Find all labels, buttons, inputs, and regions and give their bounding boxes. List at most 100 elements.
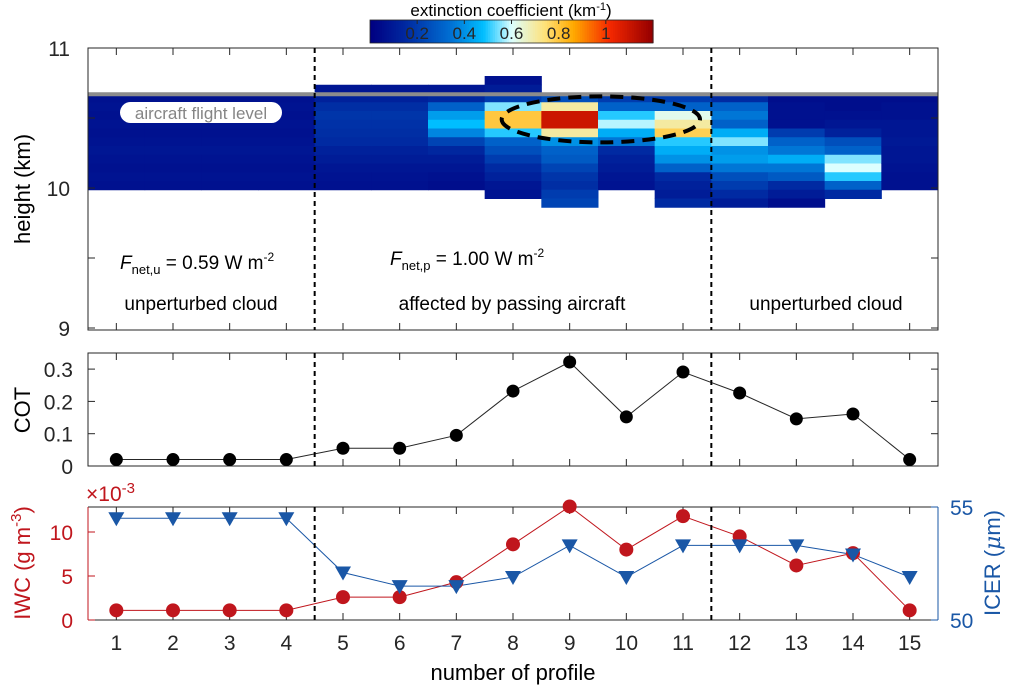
x-tick-label: 3 [224,632,236,655]
heatmap-cell [824,189,882,199]
svg-text:aircraft flight level: aircraft flight level [135,104,267,123]
heatmap-cell [258,137,316,147]
heatmap-cell [824,102,882,112]
colorbar-segment [645,20,649,43]
heatmap-cell [144,93,202,103]
cot-point [733,386,747,400]
colorbar-segment [518,20,522,43]
colorbar-segment [575,20,579,43]
colorbar-segment [631,20,635,43]
colorbar-segment [612,20,616,43]
heatmap-cell [598,146,656,156]
heatmap-cell [654,111,712,121]
heatmap-cell [144,119,202,129]
heatmap-cell [428,154,486,164]
heatmap-cell [711,111,769,121]
heatmap-cell [371,93,429,103]
colorbar-segment [629,20,633,43]
colorbar-segment [379,20,383,43]
colorbar-segment [386,20,390,43]
cot-point [563,355,577,369]
heatmap-cell [201,119,259,129]
icer-point [731,539,748,554]
colorbar-segment [393,20,397,43]
flux-unperturbed-label: Fnet,u = 0.59 W m-2 [120,250,274,277]
heatmap-cell [824,111,882,121]
heatmap-cell [314,93,372,103]
colorbar-segment [636,20,640,43]
heatmap-cell [654,93,712,103]
iwc-point [902,603,917,618]
colorbar-segment [497,20,501,43]
heatmap-cell [144,137,202,147]
heatmap-cell [598,172,656,182]
heatmap-cell [428,163,486,173]
colorbar-segment [459,20,463,43]
heatmap-cell [258,119,316,129]
heatmap-cell [484,93,542,103]
x-tick-label: 1 [110,632,122,655]
colorbar-segment [499,20,503,43]
colorbar-segment [419,20,423,43]
heatmap-cell [541,119,599,129]
colorbar-segment [452,20,456,43]
heatmap-cell [824,181,882,191]
heatmap-cell [201,154,259,164]
colorbar-title: extinction coefficient (km-1) [410,1,611,20]
heatmap-cell [711,172,769,182]
colorbar-segment [549,20,553,43]
cot-panel: 0 0.1 0.2 0.3 COT [10,352,939,479]
heatmap-cell [258,154,316,164]
cot-point [676,365,690,379]
heatmap-cell [88,181,146,191]
heatmap-cell [768,181,826,191]
heatmap-cell [314,146,372,156]
icer-point [901,571,918,586]
heatmap-cell [428,181,486,191]
colorbar-segment [542,20,546,43]
heatmap-cell [768,146,826,156]
colorbar-segment [478,20,482,43]
heatmap-cell [824,128,882,138]
heatmap-cell [654,172,712,182]
iwc-point [336,590,350,605]
iwc-line [116,505,911,611]
colorbar-segment [506,20,510,43]
x-tick-label: 8 [507,632,519,655]
x-tick-label: 2 [167,632,179,655]
colorbar-segment [509,20,513,43]
cot-line [116,361,910,461]
heatmap-cell [314,154,372,164]
heatmap-cell [711,128,769,138]
cot-point [279,453,293,467]
colorbar-segment [619,20,623,43]
heatmap-cell [598,181,656,191]
heatmap-cell [881,119,939,129]
cot-point [393,441,407,455]
exponent-label: ×10-3 [86,480,135,506]
heatmap-cell [371,172,429,182]
heatmap-cell [88,111,146,121]
colorbar-segment [650,20,654,43]
heatmap-cell [541,181,599,191]
iwc-point [562,499,577,514]
heatmap-cell [598,111,656,121]
colorbar-segment [480,20,484,43]
colorbar-segment [438,20,442,43]
colorbar-tick-label: 0.4 [453,24,477,43]
iwc-point [222,603,237,618]
heatmap-cell [144,146,202,156]
y-tick-label: 0.3 [44,359,73,382]
x-tick-label: 7 [450,632,462,655]
x-tick-label: 6 [394,632,406,655]
heatmap-cell [144,172,202,182]
colorbar-segment [641,20,645,43]
colorbar-segment [405,20,409,43]
colorbar-segment [643,20,647,43]
colorbar-segment [617,20,621,43]
colorbar-segment [610,20,614,43]
icer-point [221,512,238,527]
heatmap-cell [428,137,486,147]
